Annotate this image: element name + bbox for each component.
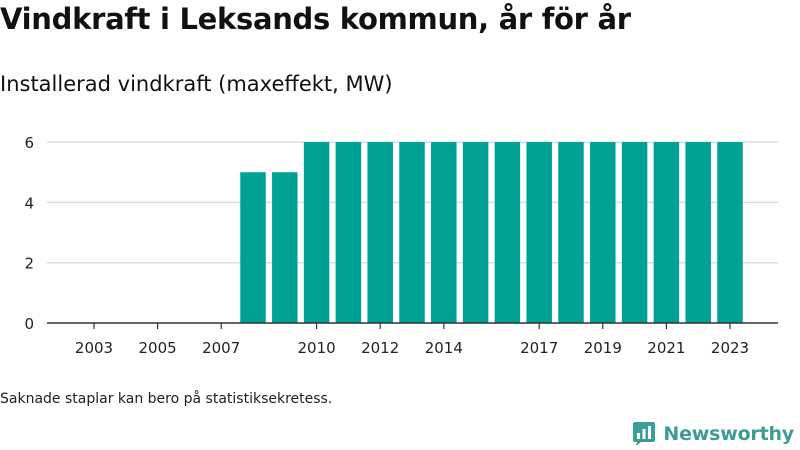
bar-2014	[431, 142, 457, 323]
chart-subtitle: Installerad vindkraft (maxeffekt, MW)	[0, 72, 393, 96]
x-tick-label: 2012	[361, 339, 399, 357]
x-tick-label: 2007	[202, 339, 240, 357]
bar-2015	[462, 142, 489, 323]
x-tick-label: 2017	[520, 339, 558, 357]
bar-2018	[558, 142, 584, 323]
newsworthy-logo-icon	[633, 422, 656, 446]
bar-2023	[717, 142, 743, 323]
footnote: Saknade staplar kan bero på statistiksek…	[0, 391, 333, 407]
bar-2016	[494, 142, 521, 323]
bar-2009	[272, 172, 298, 323]
bar-2008	[240, 172, 266, 323]
bar-2013	[399, 142, 425, 323]
bar-2019	[590, 142, 616, 323]
bar-2022	[685, 142, 711, 323]
chart-title: Vindkraft i Leksands kommun, år för år	[0, 2, 631, 36]
y-tick-label: 2	[24, 255, 34, 273]
x-tick-label: 2014	[425, 339, 463, 357]
bar-chart: 0 2 4 6 2003 2005 2007 2010 2012 2014 2017 2019 2021…	[24, 134, 778, 357]
y-tick-label: 6	[24, 134, 34, 152]
x-tick-label: 2003	[75, 339, 113, 357]
brand-name: Newsworthy	[663, 423, 794, 445]
x-tick-label: 2023	[711, 339, 749, 357]
bar-2020	[621, 142, 648, 323]
y-tick-label: 4	[24, 194, 34, 212]
x-tick-label: 2010	[298, 339, 336, 357]
bar-2011	[335, 142, 362, 323]
bar-2017	[526, 142, 552, 323]
x-tick-label: 2019	[584, 339, 622, 357]
newsworthy-logo[interactable]: Newsworthy	[632, 420, 794, 448]
bar-2010	[303, 142, 330, 323]
bar-2012	[367, 142, 393, 323]
bar-2021	[653, 142, 680, 323]
y-tick-label: 0	[24, 315, 34, 333]
x-tick-label: 2005	[139, 339, 177, 357]
x-tick-label: 2021	[647, 339, 685, 357]
